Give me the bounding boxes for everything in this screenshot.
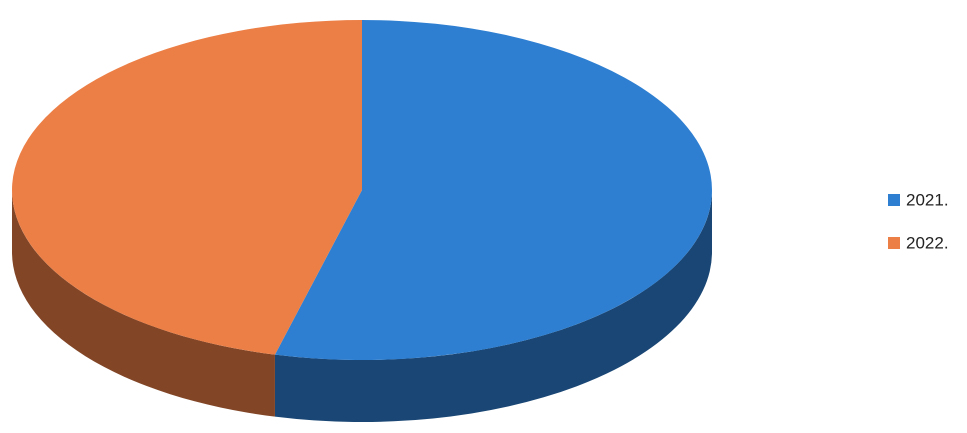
slice-side: [12, 190, 275, 417]
slice: [274, 20, 712, 360]
legend-swatch: [888, 237, 900, 249]
slice: [11, 20, 362, 355]
legend-label: 2022.: [906, 233, 949, 252]
legend-label: 2021.: [906, 190, 949, 209]
slice-side: [274, 190, 712, 423]
legend-swatch: [888, 194, 900, 206]
